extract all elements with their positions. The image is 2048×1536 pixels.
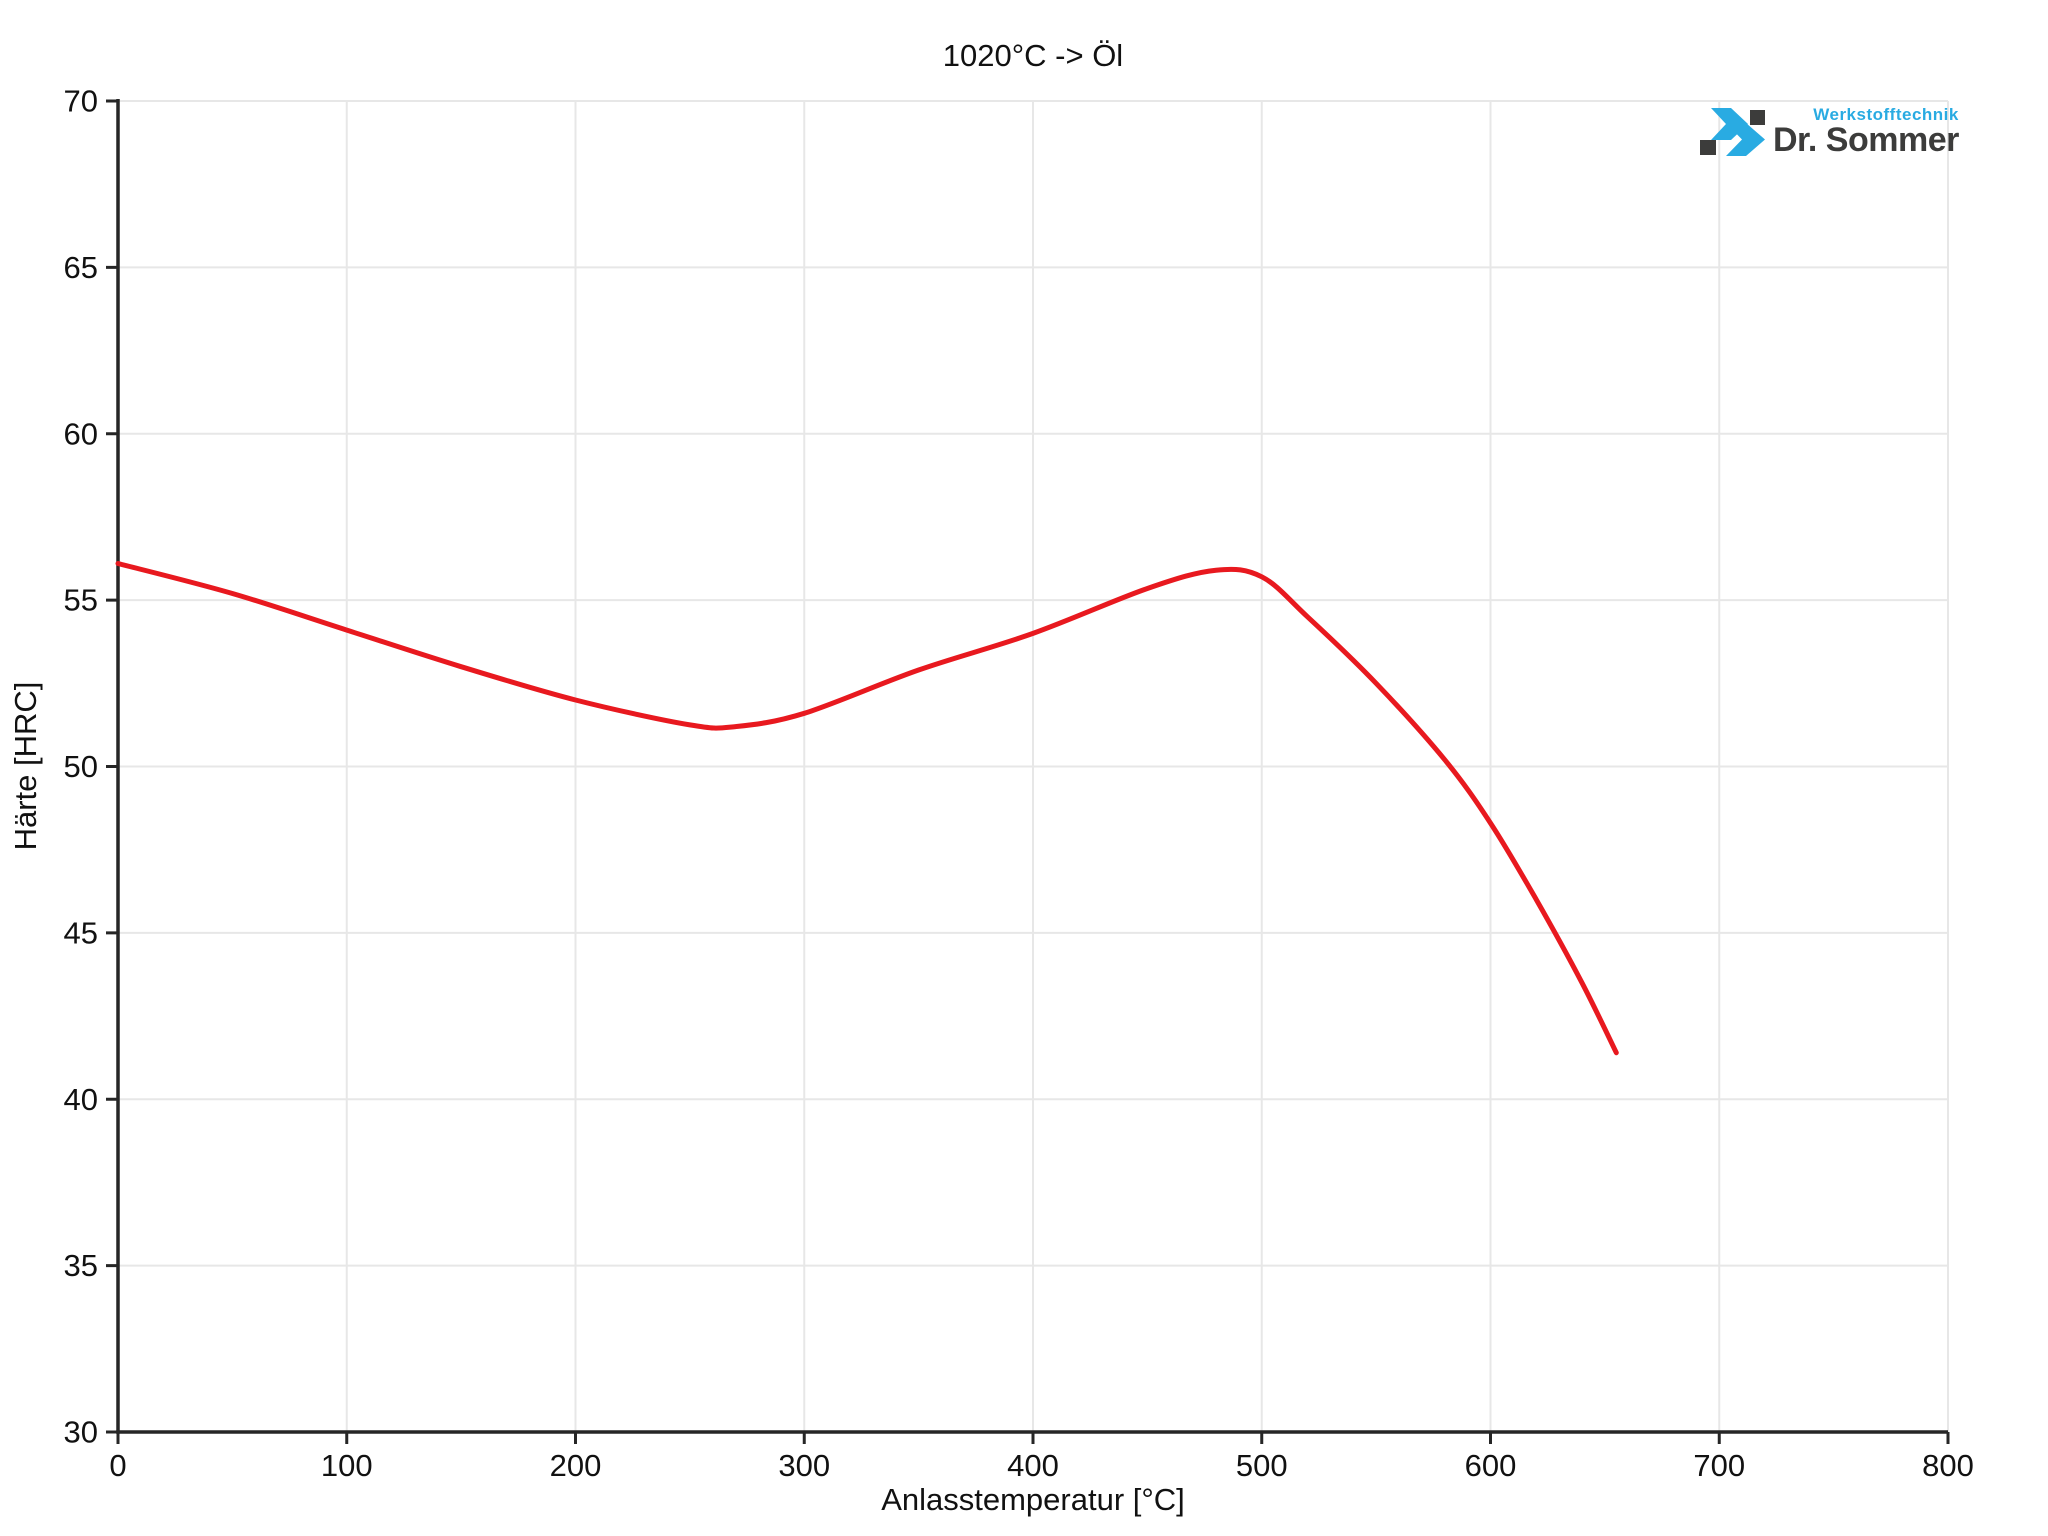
svg-text:30: 30 [64,1415,98,1450]
brand-logo: Werkstofftechnik Dr. Sommer [1700,106,1959,159]
svg-text:60: 60 [64,416,98,451]
svg-text:45: 45 [64,915,98,950]
svg-text:50: 50 [64,749,98,784]
svg-text:65: 65 [64,250,98,285]
svg-text:100: 100 [321,1448,373,1483]
svg-text:35: 35 [64,1248,98,1283]
logo-chevron-bottom-icon [1726,123,1765,156]
logo-square-top-icon [1750,110,1765,125]
svg-text:500: 500 [1236,1448,1288,1483]
y-axis-title: Härte [HRC] [8,681,43,851]
svg-text:600: 600 [1465,1448,1517,1483]
logo-mark-icon [1700,108,1765,156]
svg-text:0: 0 [109,1448,126,1483]
svg-text:70: 70 [64,84,98,119]
logo-square-bottom-icon [1700,140,1716,155]
chart-title: 1020°C -> Öl [942,38,1124,73]
logo-brand: Dr. Sommer [1773,121,1959,159]
hardness-curve [115,561,1619,1056]
x-axis-title: Anlasstemperatur [°C] [881,1482,1185,1517]
svg-text:800: 800 [1922,1448,1974,1483]
svg-text:400: 400 [1007,1448,1059,1483]
svg-text:700: 700 [1693,1448,1745,1483]
svg-text:55: 55 [64,583,98,618]
logo-tagline: Werkstofftechnik [1813,105,1959,124]
logo-text: Werkstofftechnik Dr. Sommer [1773,106,1959,159]
svg-text:300: 300 [778,1448,830,1483]
svg-text:40: 40 [64,1082,98,1117]
svg-text:200: 200 [550,1448,602,1483]
